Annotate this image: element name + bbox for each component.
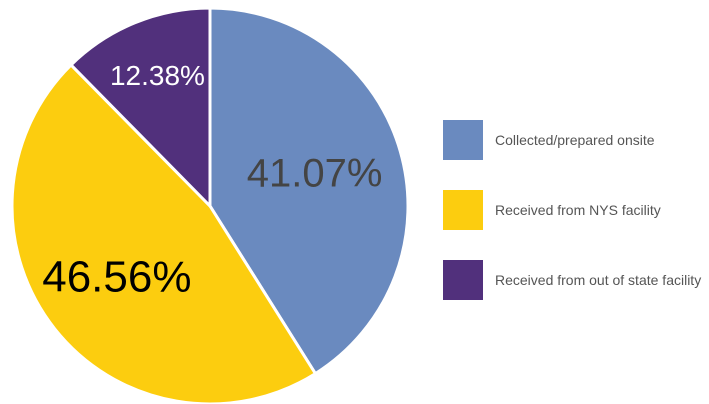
legend-item: Collected/prepared onsite <box>443 120 705 160</box>
legend-label: Received from NYS facility <box>495 202 661 218</box>
data-label: 12.38% <box>110 60 205 91</box>
pie-slice <box>68 6 212 210</box>
pie-slice <box>10 62 318 404</box>
legend-label: Collected/prepared onsite <box>495 132 655 148</box>
legend-item: Received from NYS facility <box>443 190 705 230</box>
legend-label: Received from out of state facility <box>495 272 702 288</box>
data-label: 41.07% <box>247 151 383 195</box>
legend-swatch <box>443 190 483 230</box>
legend-swatch <box>443 260 483 300</box>
data-label: 46.56% <box>42 252 191 301</box>
pie-chart: 41.07% 46.56% 12.38% <box>10 6 410 404</box>
legend-item: Received from out of state facility <box>443 260 705 300</box>
legend-swatch <box>443 120 483 160</box>
